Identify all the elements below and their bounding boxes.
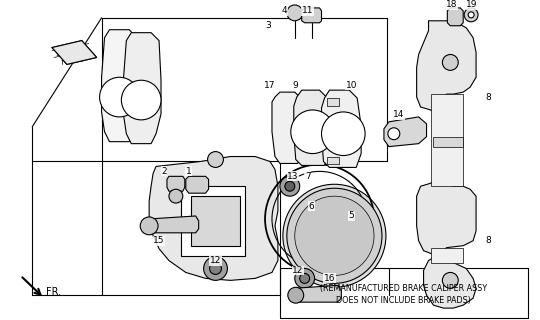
Text: 5: 5 [348,212,354,220]
Circle shape [287,5,303,21]
Polygon shape [186,176,208,193]
Text: 3: 3 [265,21,271,30]
Polygon shape [191,196,240,246]
Text: FR.: FR. [46,287,62,297]
Circle shape [280,176,300,196]
Polygon shape [181,186,245,256]
Polygon shape [447,8,463,26]
Polygon shape [434,137,463,147]
Circle shape [291,110,334,154]
Text: 8: 8 [485,92,491,101]
Polygon shape [52,41,97,64]
Text: 7: 7 [305,172,310,181]
Circle shape [295,196,374,276]
Text: 12: 12 [210,256,221,265]
Text: 6: 6 [309,202,314,211]
Circle shape [122,80,161,120]
Circle shape [468,12,474,18]
Circle shape [388,128,400,140]
Polygon shape [321,90,361,167]
Text: DOES NOT INCLUDE BRAKE PADS): DOES NOT INCLUDE BRAKE PADS) [336,296,471,305]
Polygon shape [146,216,199,233]
Text: 9: 9 [292,81,298,90]
Polygon shape [327,156,339,164]
Circle shape [207,152,224,167]
Text: 11: 11 [302,6,313,15]
Text: 1: 1 [186,167,192,176]
Text: 8: 8 [485,236,491,245]
Polygon shape [102,30,138,142]
Text: 16: 16 [323,274,335,283]
Circle shape [285,181,295,191]
Text: 13: 13 [287,172,299,181]
Text: 10: 10 [346,81,357,90]
Text: 18: 18 [446,0,457,10]
Circle shape [169,189,183,203]
Polygon shape [430,94,463,186]
Circle shape [321,112,365,156]
Circle shape [300,273,309,283]
Polygon shape [149,156,278,280]
Circle shape [210,262,221,275]
Circle shape [99,77,139,117]
Circle shape [140,217,158,235]
Text: (REMANUFACTURED BRAKE CALIPER ASSY: (REMANUFACTURED BRAKE CALIPER ASSY [320,284,487,293]
Polygon shape [272,92,302,164]
Polygon shape [294,90,329,165]
Text: 15: 15 [153,236,165,245]
Polygon shape [384,117,427,147]
Circle shape [295,268,315,288]
Circle shape [283,184,386,287]
Circle shape [287,188,382,283]
Polygon shape [430,248,463,262]
Circle shape [204,257,227,280]
Circle shape [442,54,458,70]
Circle shape [288,287,303,303]
Polygon shape [417,21,476,308]
Text: 12: 12 [292,266,303,275]
Polygon shape [302,8,321,23]
Circle shape [442,272,458,288]
Text: 17: 17 [264,81,276,90]
Text: 2: 2 [161,167,167,176]
Text: 14: 14 [393,110,404,119]
Polygon shape [327,98,339,106]
Polygon shape [167,176,185,191]
Circle shape [464,8,478,22]
Polygon shape [292,285,341,302]
Polygon shape [123,33,161,144]
Text: 4: 4 [282,6,288,15]
Text: 19: 19 [467,0,478,10]
